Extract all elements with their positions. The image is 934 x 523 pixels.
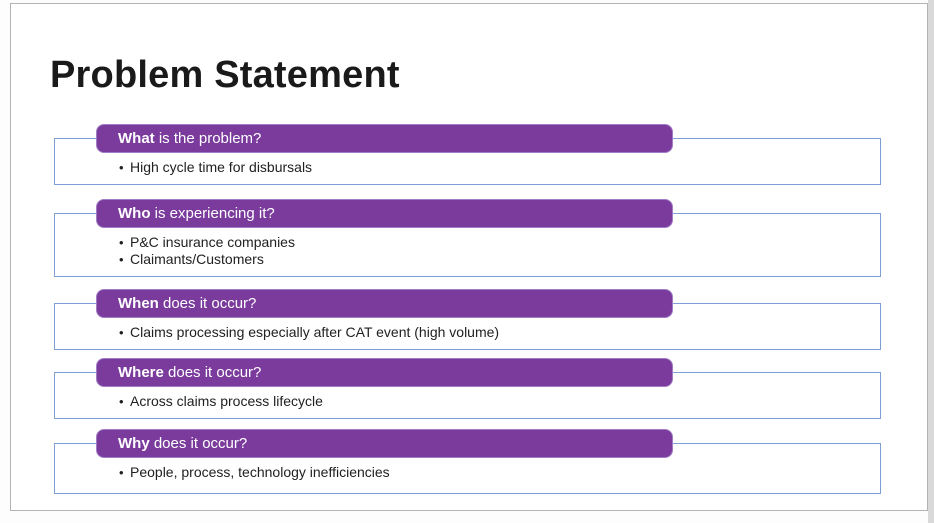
list-item: • Claims processing especially after CAT …: [119, 324, 872, 341]
bullet-icon: •: [119, 465, 124, 480]
question-rest: does it occur?: [149, 435, 248, 452]
bullet-list: • P&C insurance companies • Claimants/Cust…: [119, 234, 872, 268]
question-bar-where: Where does it occur?: [96, 358, 673, 387]
section-when: When does it occur? • Claims processing e…: [54, 289, 881, 350]
bullet-text: Claims processing especially after CAT e…: [130, 324, 500, 340]
bullet-text: P&C insurance companies: [130, 234, 295, 250]
section-what: What is the problem? • High cycle time fo…: [54, 124, 881, 185]
question-rest: is the problem?: [154, 130, 262, 147]
page-right-gutter: [928, 0, 934, 523]
list-item: • High cycle time for disbursals: [119, 159, 872, 176]
list-item: • P&C insurance companies: [119, 234, 872, 251]
bullet-list: • People, process, technology inefficienc…: [119, 464, 872, 481]
section-who: Who is experiencing it? • P&C insurance c…: [54, 199, 881, 277]
question-rest: does it occur?: [163, 364, 262, 381]
slide-canvas: Problem Statement What is the problem? •…: [10, 3, 928, 511]
question-bar-who: Who is experiencing it?: [96, 199, 673, 228]
question-bar-what: What is the problem?: [96, 124, 673, 153]
question-rest: does it occur?: [158, 295, 257, 312]
bullet-text: Claimants/Customers: [130, 251, 264, 267]
section-where: Where does it occur? • Across claims proc…: [54, 358, 881, 419]
section-why: Why does it occur? • People, process, tec…: [54, 429, 881, 494]
bullet-list: • Claims processing especially after CAT …: [119, 324, 872, 341]
bullet-icon: •: [119, 235, 124, 250]
question-word: Who: [118, 205, 151, 222]
question-word: What: [118, 130, 155, 147]
bullet-text: People, process, technology inefficienci…: [130, 464, 390, 480]
question-rest: is experiencing it?: [150, 205, 275, 222]
question-bar-when: When does it occur?: [96, 289, 673, 318]
bullet-icon: •: [119, 325, 124, 340]
bullet-icon: •: [119, 394, 124, 409]
question-bar-why: Why does it occur?: [96, 429, 673, 458]
bullet-text: Across claims process lifecycle: [130, 393, 323, 409]
question-word: Where: [118, 364, 164, 381]
list-item: • People, process, technology inefficienc…: [119, 464, 872, 481]
bullet-icon: •: [119, 160, 124, 175]
list-item: • Across claims process lifecycle: [119, 393, 872, 410]
bullet-icon: •: [119, 252, 124, 267]
bullet-text: High cycle time for disbursals: [130, 159, 313, 175]
question-word: When: [118, 295, 159, 312]
question-word: Why: [118, 435, 150, 452]
bullet-list: • High cycle time for disbursals: [119, 159, 872, 176]
bullet-list: • Across claims process lifecycle: [119, 393, 872, 410]
slide-title: Problem Statement: [50, 54, 400, 96]
list-item: • Claimants/Customers: [119, 251, 872, 268]
